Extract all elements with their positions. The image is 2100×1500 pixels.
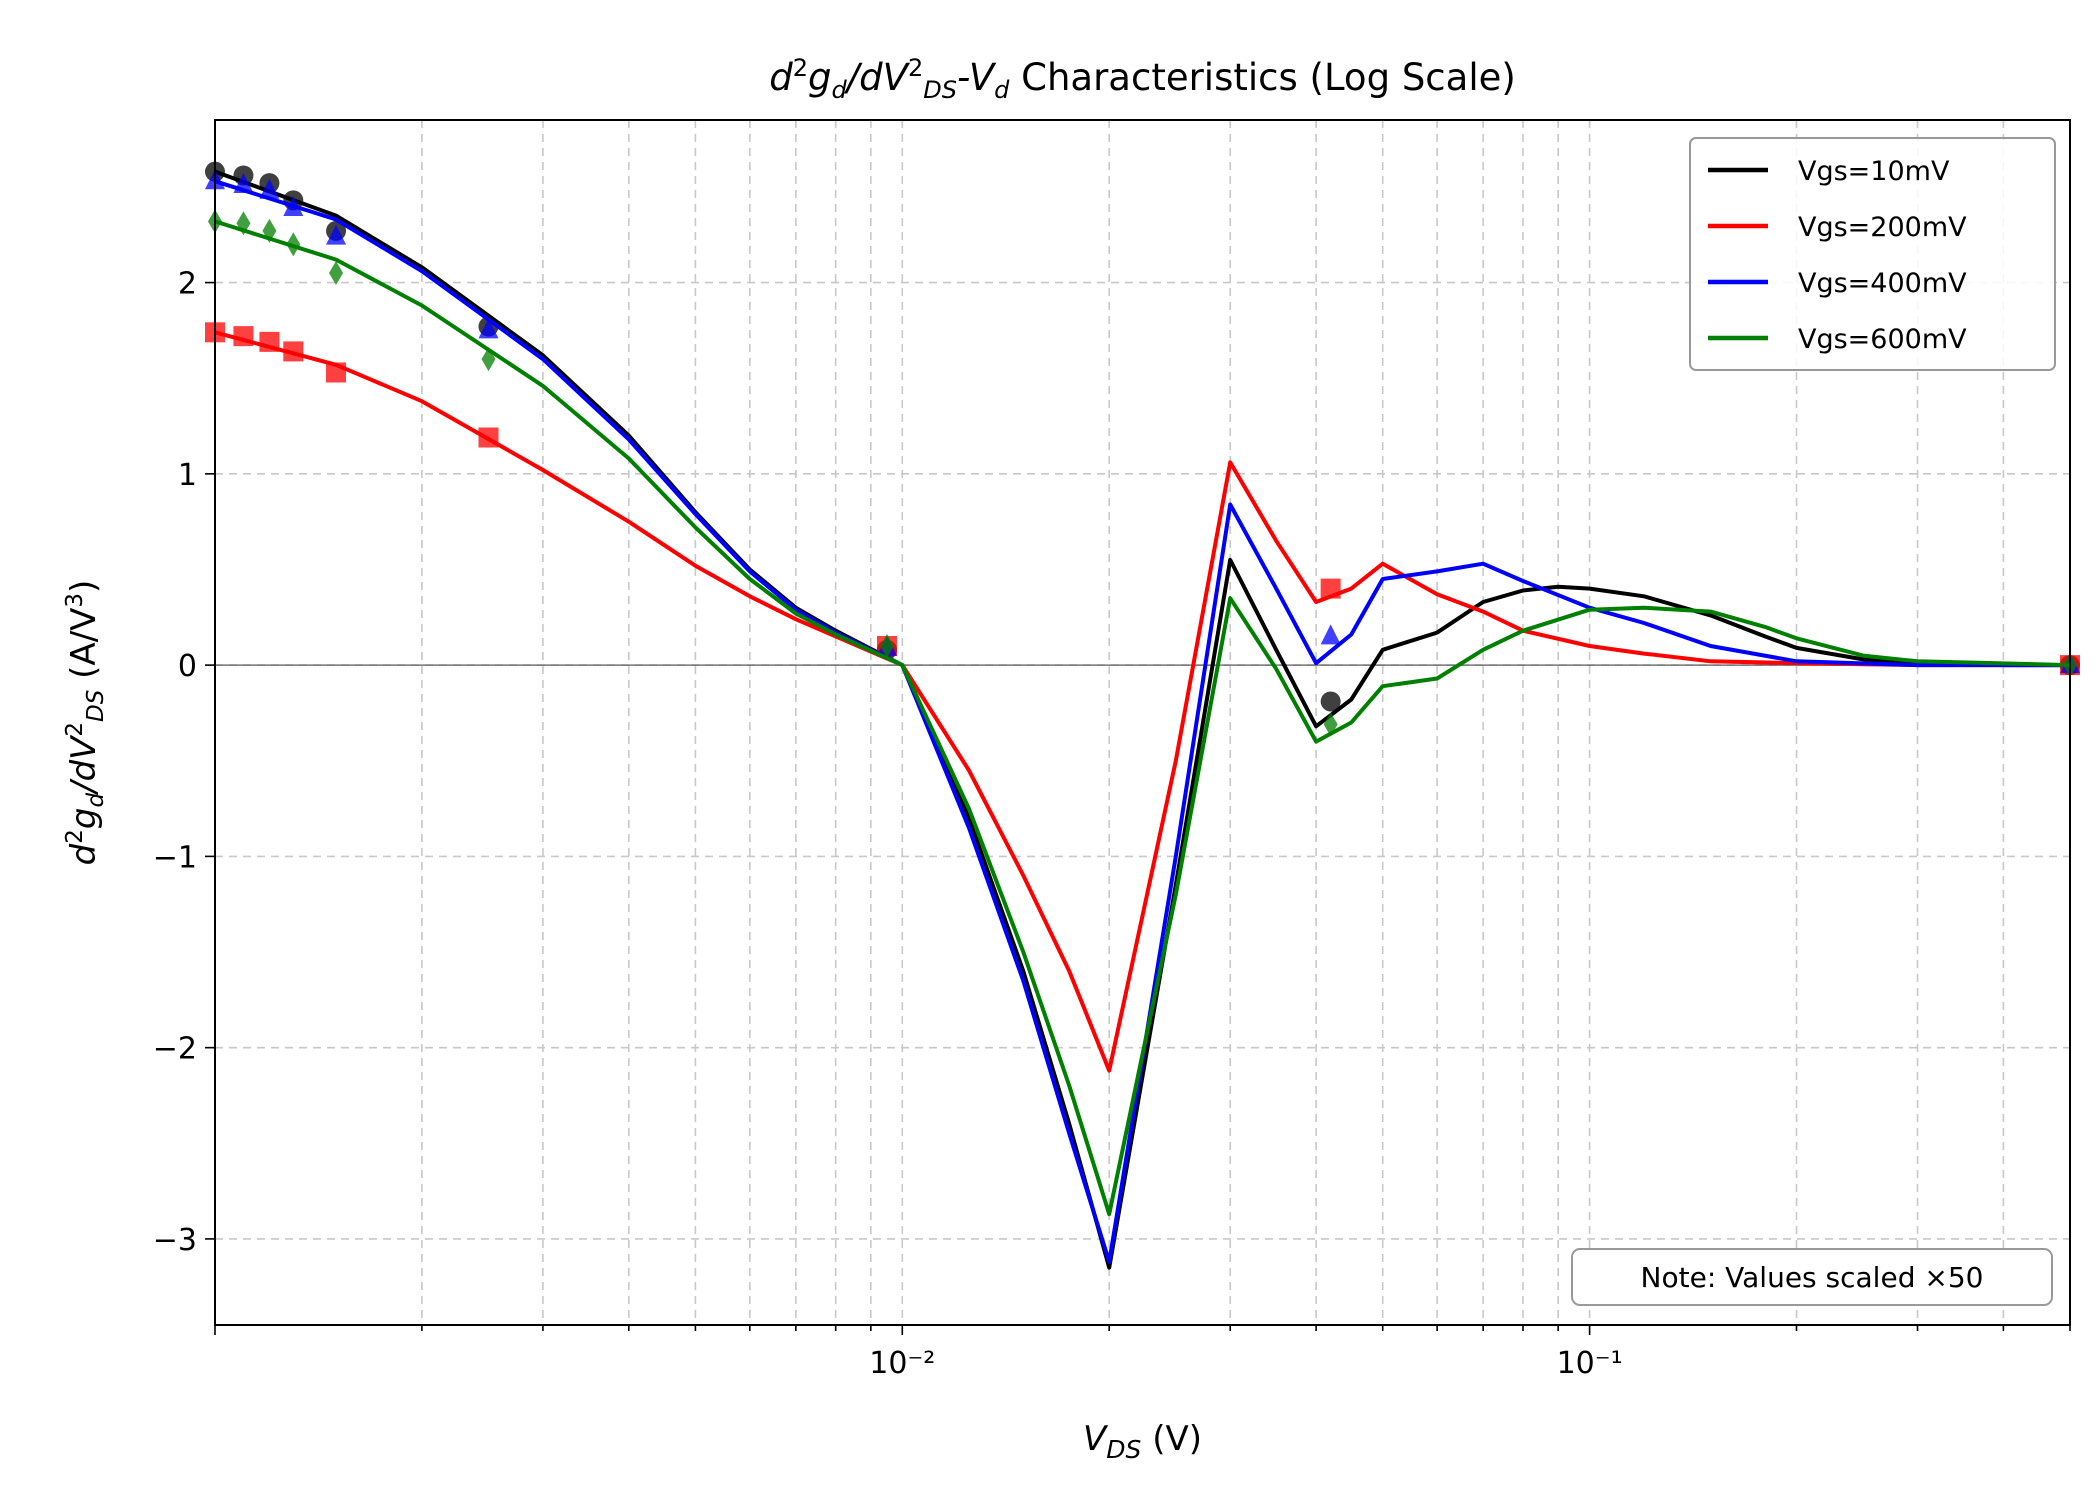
data-point-triangle (1320, 624, 1341, 645)
legend-box (1689, 137, 2056, 371)
plot-frame (214, 119, 2071, 1326)
note-box (1571, 1248, 2053, 1306)
legend-label-1: Vgs=10mV (1798, 156, 1950, 187)
series-layer (205, 161, 2080, 1270)
data-point-triangle (233, 173, 254, 194)
x-tick-label: 10⁻² (869, 1346, 935, 1381)
legend-label-2: Vgs=200mV (1798, 212, 1967, 243)
data-point-triangle (326, 224, 347, 245)
data-point-diamond (262, 218, 277, 243)
legend-label-4: Vgs=600mV (1798, 324, 1967, 355)
series-line-4 (214, 219, 2071, 1217)
legend-label-3: Vgs=400mV (1798, 268, 1967, 299)
x-tick-label: 10⁻¹ (1557, 1346, 1623, 1381)
series-2 (205, 322, 2080, 1073)
ticks: −3 −2 −1 0 1 2 10⁻² 10⁻¹ (153, 267, 2071, 1381)
y-tick-label: −1 (153, 840, 197, 875)
data-point-diamond (1323, 712, 1338, 737)
data-point-triangle (259, 178, 280, 199)
y-axis-title: d2gd/dV2DS (A/V3) (62, 580, 109, 866)
data-point-square (283, 341, 304, 362)
y-tick-label: 2 (178, 267, 197, 302)
y-tick-label: 0 (178, 649, 197, 684)
series-line-2 (214, 330, 2070, 1073)
data-point-square (326, 362, 347, 383)
data-point-square (233, 326, 254, 347)
data-point-square (259, 331, 280, 352)
data-point-diamond (236, 211, 251, 236)
data-point-square (1320, 578, 1341, 599)
data-point-triangle (478, 318, 499, 339)
data-point-square (478, 427, 499, 448)
note-annotation: Note: Values scaled ×50 (1571, 1248, 2053, 1306)
series-4 (208, 209, 2077, 1217)
chart-title: d2gd/dV2DS-Vd Characteristics (Log Scale… (769, 54, 1516, 104)
series-line-3 (214, 179, 2070, 1264)
data-point-diamond (286, 232, 301, 257)
data-point-circle (1320, 691, 1341, 712)
x-axis-title: VDS (V) (1083, 1419, 1202, 1464)
legend: Vgs=10mV Vgs=200mV Vgs=400mV Vgs=600mV (1689, 137, 2056, 371)
data-point-diamond (329, 261, 344, 286)
y-tick-label: −3 (153, 1223, 197, 1258)
data-point-diamond (481, 347, 496, 372)
data-point-triangle (283, 195, 304, 216)
y-tick-label: −2 (153, 1032, 197, 1067)
note-text: Note: Values scaled ×50 (1641, 1261, 1984, 1294)
data-point-diamond (879, 633, 894, 658)
y-tick-label: 1 (178, 458, 197, 493)
series-3 (205, 169, 2080, 1264)
